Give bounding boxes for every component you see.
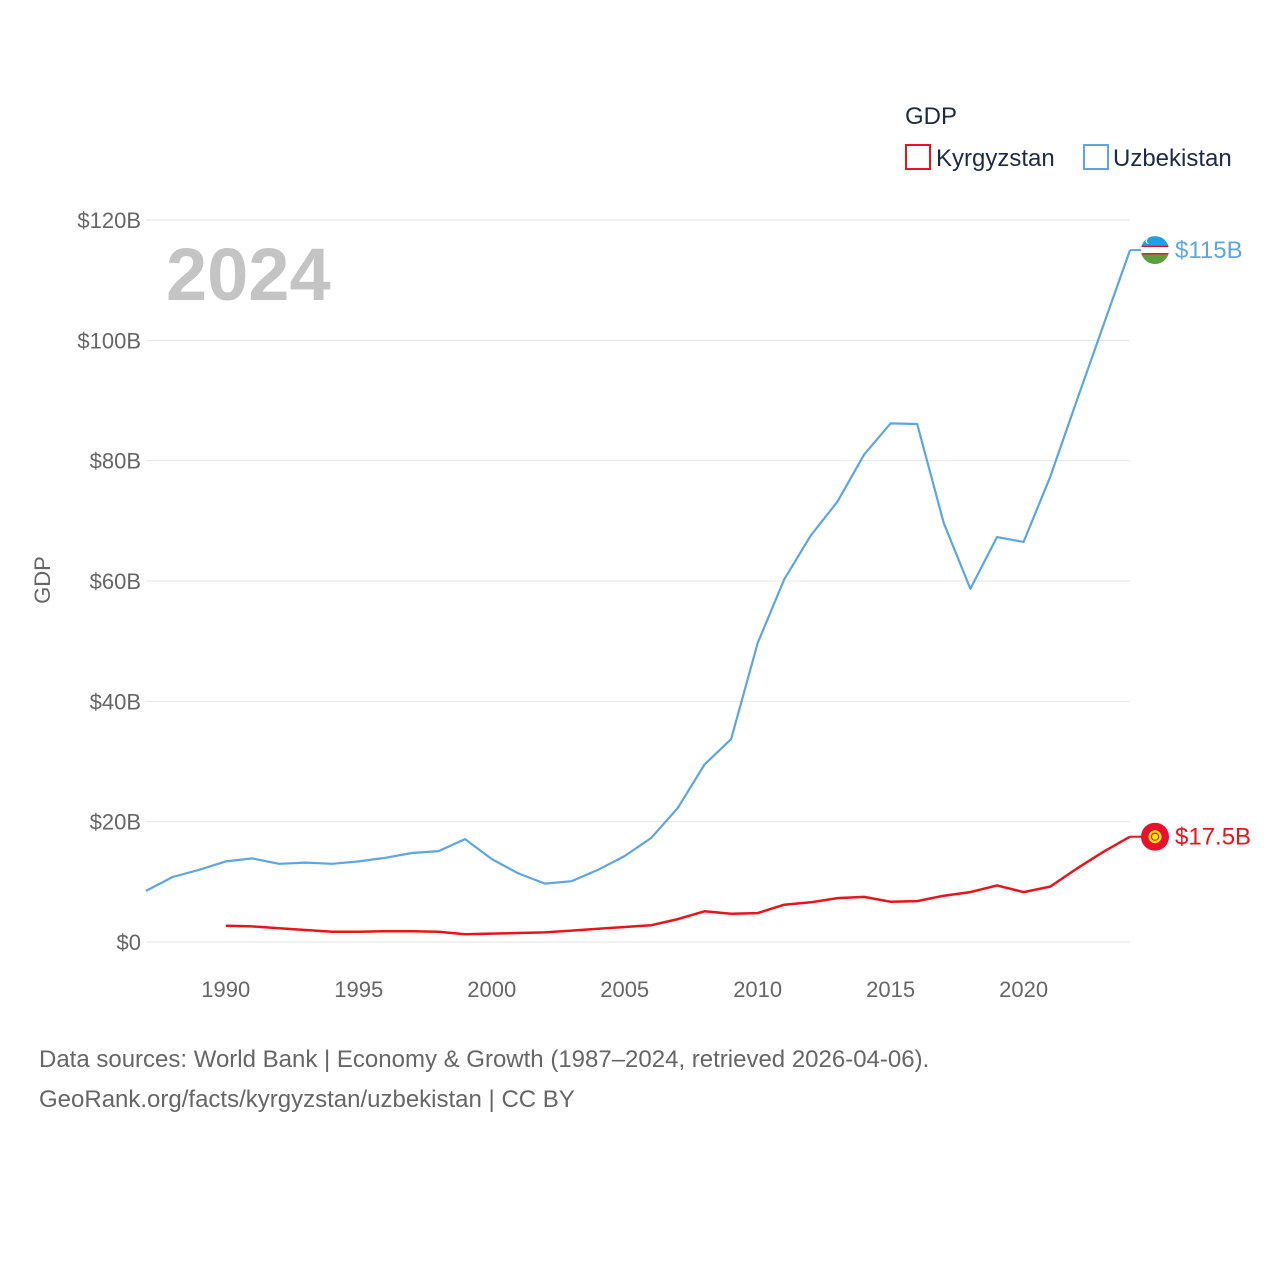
y-tick-label: $80B xyxy=(90,449,141,474)
kyrgyzstan-flag-icon xyxy=(1141,822,1169,851)
y-tick-label: $40B xyxy=(90,689,141,714)
gdp-line-chart: GDP Kyrgyzstan Uzbekistan $0 $20B $40B $60B… xyxy=(30,103,1251,1002)
series-end-markers: $115B $17.5B xyxy=(1141,236,1251,851)
source-url-link[interactable]: GeoRank.org/facts/kyrgyzstan/uzbekistan … xyxy=(39,1086,575,1113)
y-axis-ticks: $0 $20B $40B $60B $80B $100B $120B xyxy=(77,208,141,955)
y-tick-label: $120B xyxy=(77,208,141,233)
y-axis-title: GDP xyxy=(30,556,55,604)
gridlines xyxy=(146,219,1130,943)
legend-swatch-kyrgyzstan[interactable] xyxy=(905,144,931,170)
x-tick-label: 1995 xyxy=(334,977,383,1002)
end-label-kyrgyzstan: $17.5B xyxy=(1175,824,1251,851)
series-line-uzbekistan[interactable] xyxy=(145,249,1132,892)
series-kyrgyzstan xyxy=(225,835,1142,936)
data-sources-text: Data sources: World Bank | Economy & Gro… xyxy=(39,1046,930,1073)
x-tick-label: 2010 xyxy=(733,977,782,1002)
legend-label-kyrgyzstan[interactable]: Kyrgyzstan xyxy=(936,145,1055,172)
legend-label-uzbekistan[interactable]: Uzbekistan xyxy=(1113,145,1232,172)
x-axis-ticks: 1990 1995 2000 2005 2010 2015 2020 xyxy=(201,977,1048,1002)
x-tick-label: 2000 xyxy=(467,977,516,1002)
legend-swatch-uzbekistan[interactable] xyxy=(1083,144,1109,170)
series-lines xyxy=(145,249,1142,936)
x-tick-label: 2005 xyxy=(600,977,649,1002)
end-label-uzbekistan: $115B xyxy=(1175,237,1243,264)
y-tick-label: $60B xyxy=(90,569,141,594)
legend: GDP Kyrgyzstan Uzbekistan xyxy=(905,103,1232,172)
footer: Data sources: World Bank | Economy & Gro… xyxy=(39,1040,1239,1120)
uzbekistan-flag-icon xyxy=(1141,236,1169,265)
x-tick-label: 2020 xyxy=(999,977,1048,1002)
y-tick-label: $20B xyxy=(90,810,141,835)
y-tick-label: $100B xyxy=(77,328,141,353)
x-tick-label: 1990 xyxy=(201,977,250,1002)
series-uzbekistan xyxy=(145,249,1142,892)
series-line-kyrgyzstan[interactable] xyxy=(225,835,1131,936)
year-label: 2024 xyxy=(166,233,331,316)
legend-title: GDP xyxy=(905,103,957,130)
y-tick-label: $0 xyxy=(117,930,141,955)
x-tick-label: 2015 xyxy=(866,977,915,1002)
